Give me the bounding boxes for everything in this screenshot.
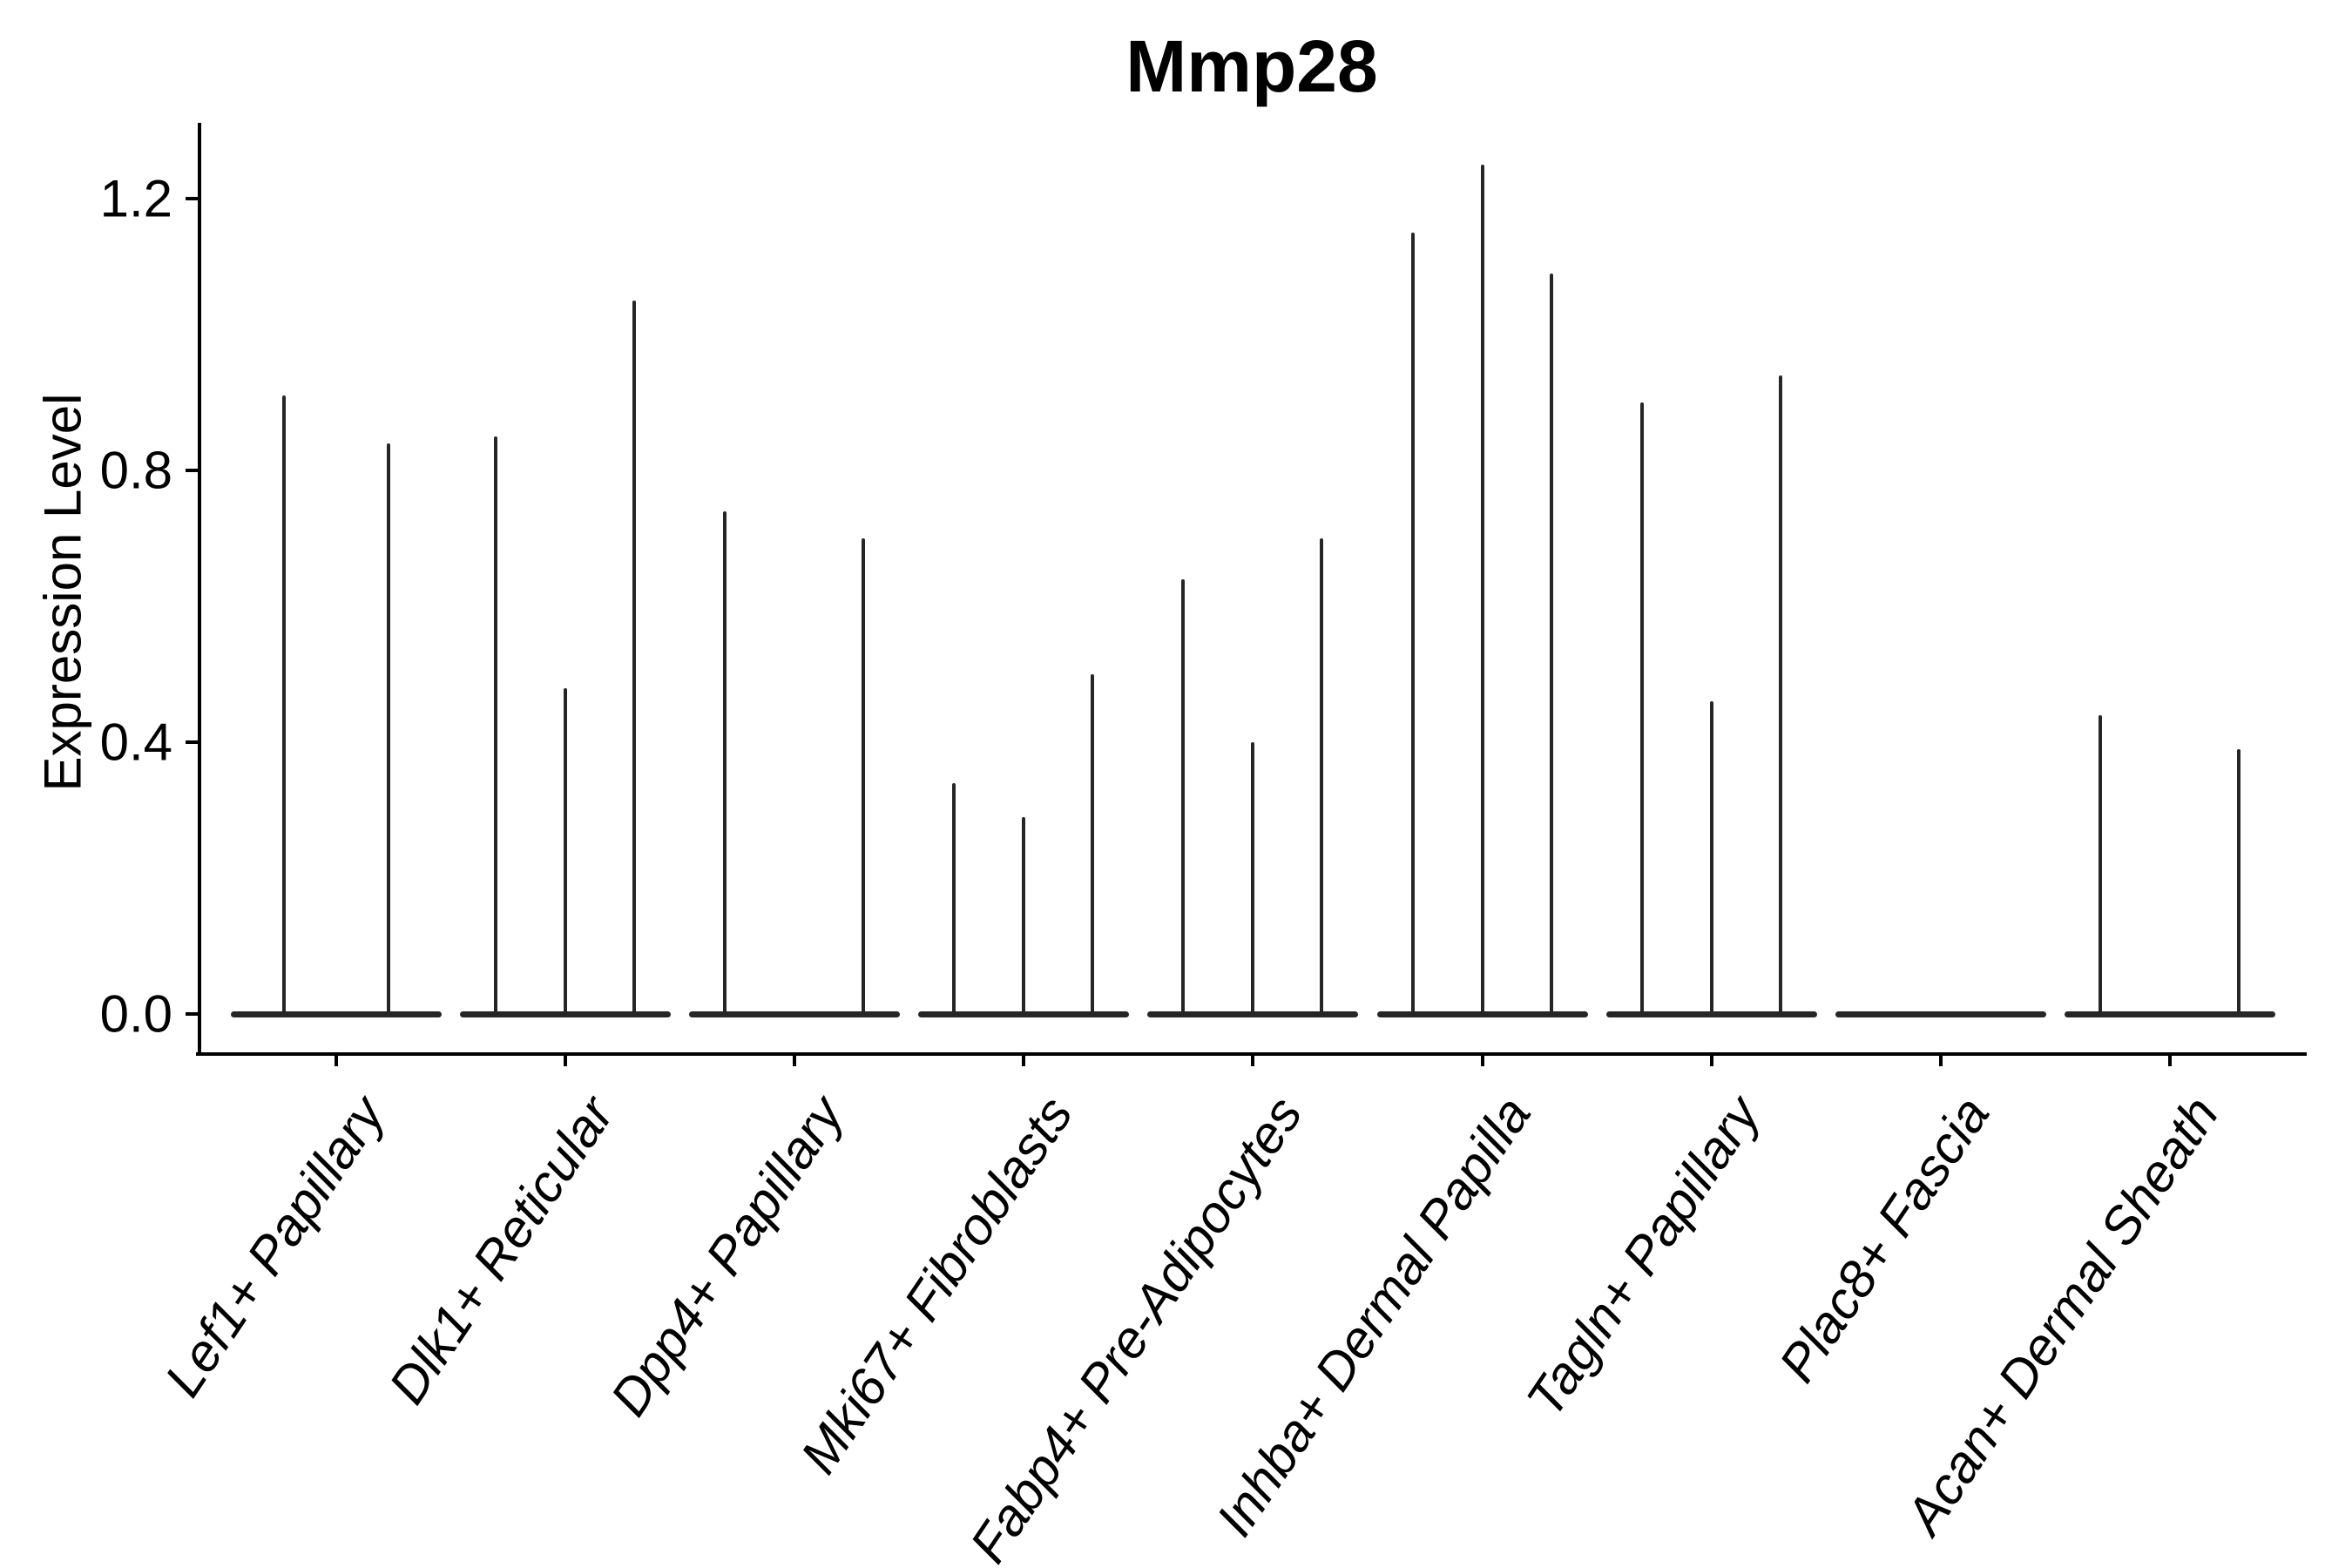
violin-spike bbox=[1480, 165, 1484, 1014]
violin-spike bbox=[1320, 538, 1324, 1014]
y-tick-label: 0.4 bbox=[99, 713, 172, 772]
violin-spike bbox=[1549, 273, 1553, 1014]
violin-spike bbox=[386, 443, 390, 1014]
y-axis-spine bbox=[198, 123, 201, 1056]
violin-spike bbox=[861, 538, 865, 1014]
violin-spike bbox=[281, 395, 286, 1014]
x-tick-label: Plac8+ Fascia bbox=[1767, 1085, 2001, 1393]
x-tick bbox=[1251, 1054, 1255, 1066]
violin-base bbox=[2065, 1010, 2276, 1017]
violin-spike bbox=[1091, 674, 1095, 1014]
violin-spike bbox=[2099, 714, 2103, 1014]
x-tick bbox=[1480, 1054, 1484, 1066]
x-tick bbox=[563, 1054, 567, 1066]
violin-base bbox=[918, 1010, 1130, 1017]
violin-base bbox=[1376, 1010, 1588, 1017]
violin-base bbox=[1605, 1010, 1817, 1017]
violin-spike bbox=[1251, 742, 1255, 1014]
violin-spike bbox=[1778, 375, 1782, 1014]
violin-spike bbox=[952, 782, 956, 1014]
x-tick-label: Lef1+ Papillary bbox=[152, 1085, 396, 1407]
y-tick-label: 0.8 bbox=[99, 441, 172, 500]
x-tick bbox=[792, 1054, 796, 1066]
x-tick-label: Dpp4+ Papillary bbox=[598, 1085, 855, 1426]
y-tick bbox=[186, 740, 199, 744]
violin-spike bbox=[493, 436, 497, 1014]
violin-spike bbox=[1639, 402, 1644, 1014]
x-tick bbox=[1709, 1054, 1713, 1066]
x-tick bbox=[1022, 1054, 1026, 1066]
x-tick bbox=[2168, 1054, 2173, 1066]
x-tick bbox=[334, 1054, 338, 1066]
y-tick bbox=[186, 197, 199, 200]
violin-spike bbox=[1181, 578, 1186, 1014]
violin-spike bbox=[1709, 701, 1713, 1014]
violin-spike bbox=[1022, 816, 1026, 1014]
violin-base bbox=[230, 1010, 442, 1017]
x-tick bbox=[1938, 1054, 1943, 1066]
x-tick-label: Dlk1+ Reticular bbox=[377, 1085, 625, 1415]
y-tick-label: 1.2 bbox=[99, 169, 172, 228]
violin-spike bbox=[722, 510, 727, 1014]
violin-base bbox=[459, 1010, 671, 1017]
violin-spike bbox=[632, 301, 636, 1014]
x-tick-label: Tagln+ Papillary bbox=[1515, 1085, 1772, 1427]
y-axis-label: Expression Level bbox=[33, 393, 92, 792]
violin-base bbox=[1147, 1010, 1359, 1017]
violin-spike bbox=[1410, 233, 1415, 1014]
violin-spike bbox=[563, 687, 567, 1014]
y-tick-label: 0.0 bbox=[99, 984, 172, 1044]
page-title: Mmp28 bbox=[1125, 25, 1378, 107]
violin-spike bbox=[2237, 748, 2241, 1014]
violin-base bbox=[688, 1010, 900, 1017]
y-tick bbox=[186, 1012, 199, 1016]
y-tick bbox=[186, 469, 199, 472]
violin-base bbox=[1835, 1010, 2046, 1017]
